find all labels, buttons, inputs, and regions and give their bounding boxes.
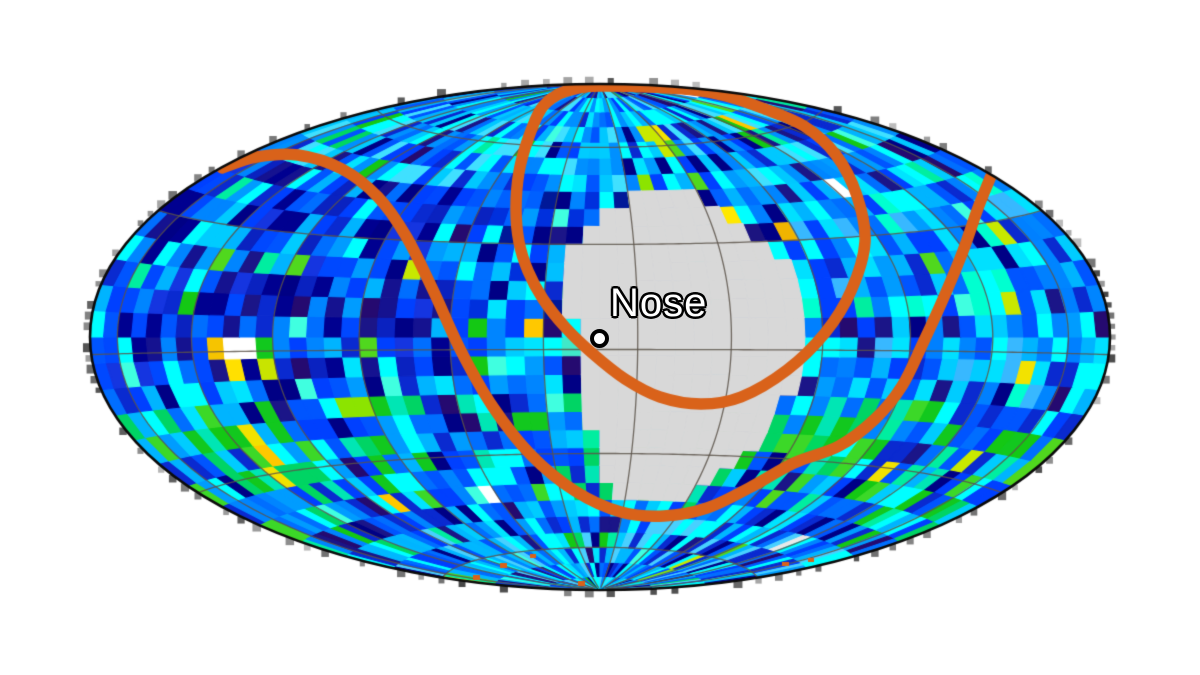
nose-marker-icon [590, 329, 609, 348]
nose-label: Nose [610, 281, 708, 325]
